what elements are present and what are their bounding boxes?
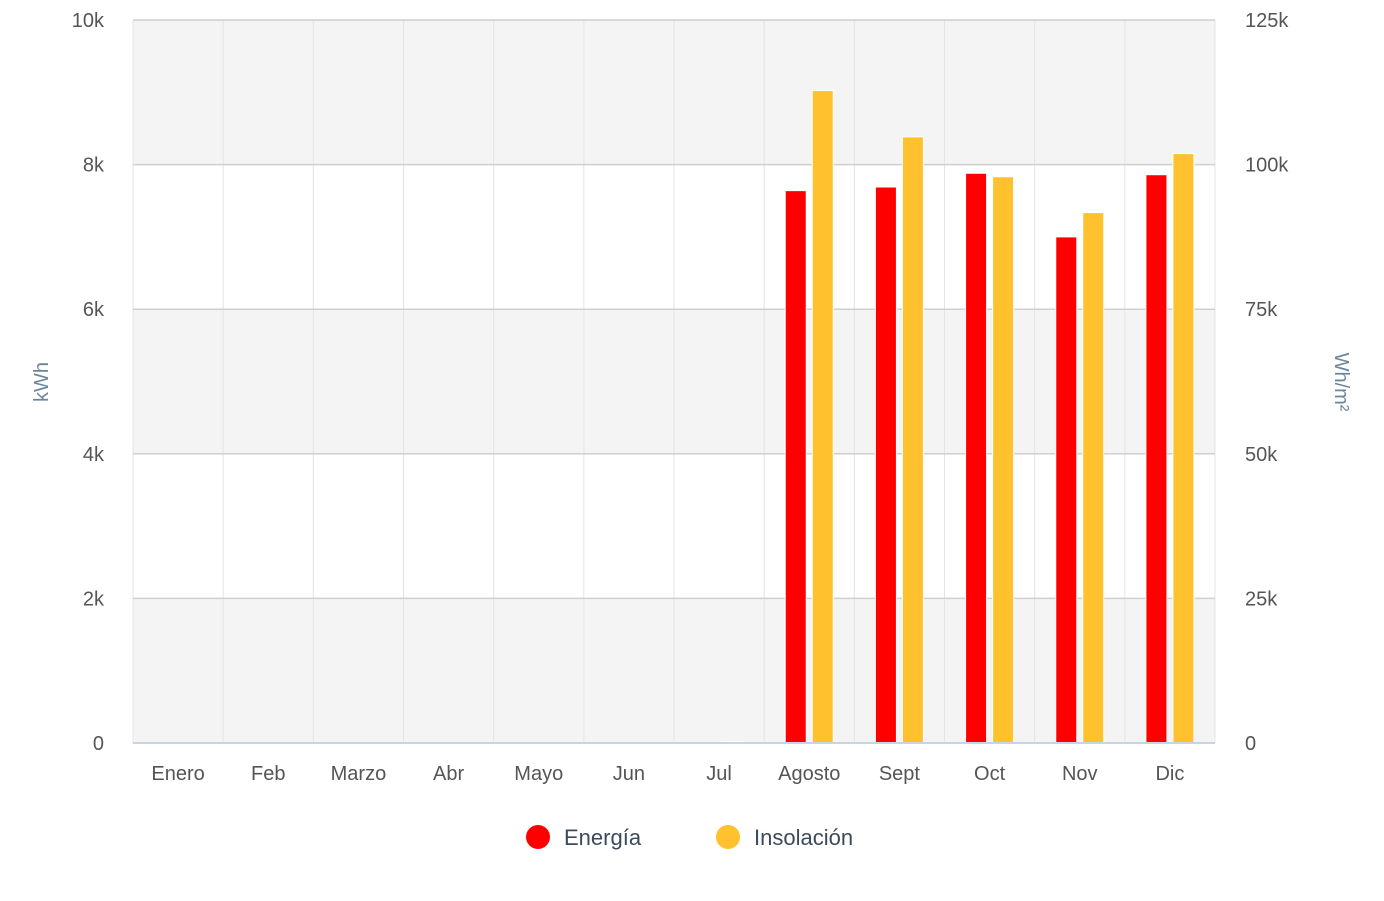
- x-tick-label: Oct: [974, 763, 1006, 785]
- bar-insolacion: [1172, 153, 1195, 744]
- tick-labels: 0 2k 4k 6k 8k 10k 0 25k 50k 75k 100k 125k Enero Feb Ma…: [72, 10, 1290, 785]
- x-tick-label: Nov: [1062, 763, 1098, 785]
- bar-energia: [874, 186, 897, 744]
- grid-lines: [132, 19, 1216, 743]
- bar-energia: [965, 172, 988, 744]
- x-tick-label: Agosto: [778, 763, 840, 785]
- y-left-tick-label: 2k: [83, 588, 105, 610]
- y-right-tick-label: 25k: [1245, 588, 1278, 610]
- legend-label-energia: Energía: [564, 825, 642, 850]
- legend-label-insolacion: Insolación: [754, 825, 853, 850]
- y-left-tick-label: 8k: [83, 155, 105, 177]
- y-axis-left-title: kWh: [31, 362, 53, 402]
- bar-energia: [784, 190, 807, 744]
- legend-marker-insolacion: [716, 825, 740, 849]
- x-tick-label: Dic: [1155, 763, 1184, 785]
- y-axis-right-title: Wh/m²: [1330, 353, 1352, 412]
- bars: [721, 90, 1195, 744]
- x-tick-label: Feb: [251, 763, 285, 785]
- bar-insolacion: [992, 176, 1015, 744]
- legend: Energía Insolación: [526, 825, 853, 850]
- y-left-tick-label: 0: [93, 733, 104, 755]
- y-left-tick-label: 6k: [83, 299, 105, 321]
- y-right-tick-label: 50k: [1245, 444, 1278, 466]
- bar-insolacion: [1082, 212, 1105, 744]
- y-right-tick-label: 75k: [1245, 299, 1278, 321]
- x-tick-label: Jun: [613, 763, 645, 785]
- y-right-tick-label: 100k: [1245, 155, 1289, 177]
- bar-insolacion: [901, 136, 924, 744]
- legend-item-energia[interactable]: Energía: [526, 825, 642, 850]
- y-right-tick-label: 125k: [1245, 10, 1289, 32]
- y-left-tick-label: 4k: [83, 444, 105, 466]
- legend-item-insolacion[interactable]: Insolación: [716, 825, 853, 850]
- x-tick-label: Abr: [433, 763, 464, 785]
- bar-insolacion: [811, 90, 834, 744]
- legend-marker-energia: [526, 825, 550, 849]
- y-left-tick-label: 10k: [72, 10, 105, 32]
- bar-energia: [1145, 174, 1168, 744]
- x-tick-label: Enero: [151, 763, 204, 785]
- x-tick-label: Sept: [879, 763, 921, 785]
- x-tick-label: Jul: [706, 763, 732, 785]
- y-right-tick-label: 0: [1245, 733, 1256, 755]
- bar-energia: [1055, 236, 1078, 744]
- x-tick-label: Marzo: [331, 763, 387, 785]
- x-tick-label: Mayo: [514, 763, 563, 785]
